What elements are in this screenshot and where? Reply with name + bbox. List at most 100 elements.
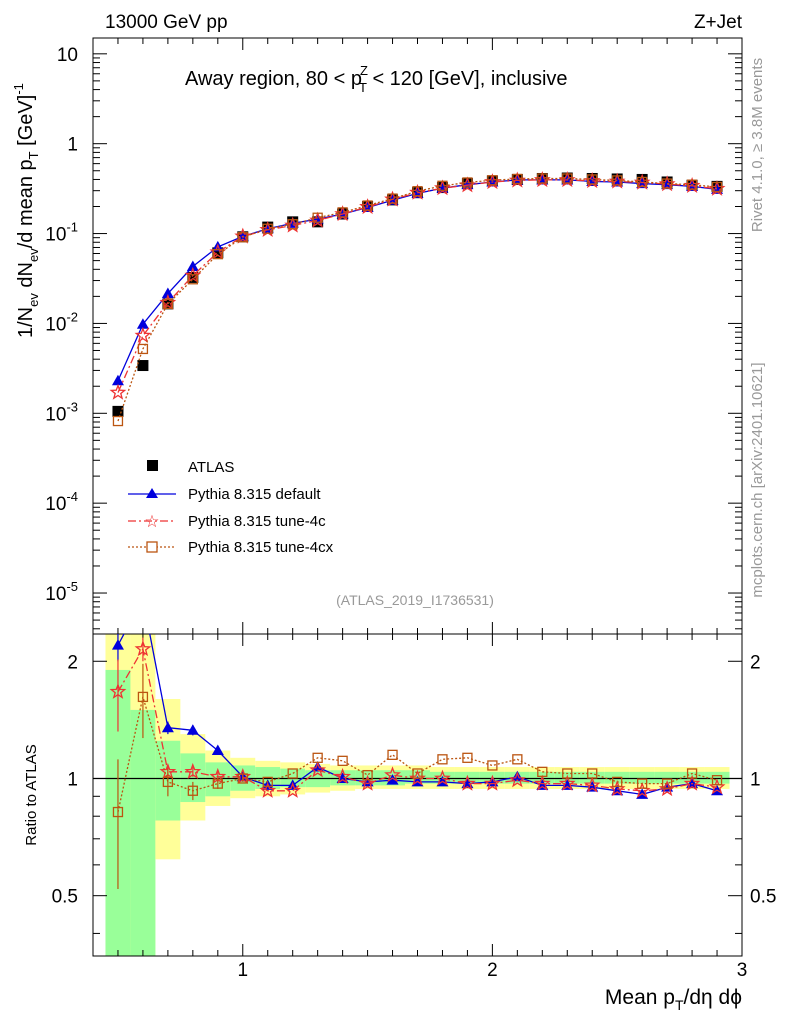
y-tick-label: 10-2 (45, 309, 78, 335)
main-point-default (136, 318, 149, 329)
ratio-point-tune4c (309, 761, 327, 778)
legend: ATLAS Pythia 8.315 default ☆ Pythia 8.31… (128, 459, 334, 556)
legend-item-atlas: ATLAS (147, 459, 234, 476)
ratio-y-axis-label: Ratio to ATLAS (23, 744, 40, 845)
ratio-point-default (111, 639, 124, 650)
ratio-point-default (186, 724, 199, 735)
ratio-point-tune4c (359, 774, 376, 791)
main-point-tune4cx (162, 298, 174, 310)
ratio-point-tune4cx (337, 755, 348, 766)
y-tick-label: 10-4 (45, 489, 78, 515)
main-point-atlas (112, 405, 124, 417)
ratio-point-tune4cx (137, 691, 149, 703)
ratio-y-tick-label: 0.5 (52, 887, 78, 908)
main-point-tune4cx (412, 186, 423, 197)
main-point-tune4cx (187, 274, 198, 285)
ratio-y-tick-label: 2 (67, 652, 78, 673)
main-point-tune4cx (137, 343, 149, 355)
main-point-tune4cx (711, 181, 723, 193)
ratio-point-tune4cx (487, 760, 498, 771)
y-tick-label: 10-3 (45, 399, 78, 425)
ratio-point-tune4c (259, 781, 277, 798)
ratio-line-tune4cx (117, 696, 718, 813)
ratio-point-tune4cx (187, 785, 198, 796)
main-point-tune4cx (287, 219, 298, 230)
ratio-point-tune4c (483, 774, 501, 791)
main-point-atlas (162, 298, 174, 310)
ratio-point-tune4c (334, 767, 352, 785)
ratio-point-tune4cx (437, 754, 448, 765)
x-tick-labels: 1 2 3 (237, 960, 747, 981)
main-series-group (109, 170, 726, 427)
ratio-point-tune4cx (686, 768, 698, 779)
ratio-point-tune4cx (537, 766, 548, 777)
ratio-point-default (511, 770, 524, 782)
ratio-point-tune4cx (287, 768, 298, 779)
main-point-tune4cx (686, 179, 698, 190)
main-point-tune4c (134, 326, 152, 343)
ratio-point-tune4cx (162, 776, 174, 788)
main-point-default (186, 260, 199, 271)
ratio-point-tune4cx (637, 778, 648, 789)
ratio-point-tune4cx (462, 752, 473, 763)
main-point-tune4cx (362, 200, 373, 211)
process-label: Z+Jet (694, 12, 743, 33)
ratio-uncertainty-bands (105, 634, 730, 956)
ratio-point-tune4cx (262, 776, 273, 788)
ratio-point-default (311, 761, 324, 772)
ratio-y-tick-label-right: 0.5 (750, 887, 776, 908)
ratio-point-default (161, 721, 174, 733)
main-point-tune4cx (312, 212, 323, 223)
main-point-tune4cx (487, 175, 498, 186)
main-point-tune4cx (112, 415, 124, 427)
rivet-label: Rivet 4.1.0, ≥ 3.8M events (749, 58, 766, 232)
ratio-point-tune4cx (237, 773, 248, 784)
main-point-atlas (212, 247, 224, 259)
source-label: mcplots.cern.ch [arXiv:2401.10621] (749, 362, 766, 597)
ratio-y-tick-label-right: 1 (750, 769, 761, 790)
main-y-axis-label: 1/Nev dNev/d mean pT [GeV]-1 (11, 83, 41, 338)
legend-item-tune4c: ☆ Pythia 8.315 tune-4c (128, 512, 326, 531)
legend-label-tune4cx: Pythia 8.315 tune-4cx (188, 539, 334, 556)
ratio-band-inner (704, 771, 730, 784)
ratio-point-tune4cx (412, 768, 423, 779)
analysis-id-label: (ATLAS_2019_I1736531) (336, 592, 494, 608)
ratio-band-inner (130, 709, 156, 956)
ratio-point-tune4cx (387, 749, 398, 760)
main-point-tune4c (184, 266, 202, 283)
main-point-tune4cx (562, 173, 573, 184)
y-tick-label: 10-1 (45, 220, 78, 246)
main-point-tune4cx (387, 193, 398, 204)
main-point-default (111, 374, 124, 386)
ratio-point-tune4cx (512, 754, 523, 765)
ratio-point-default (137, 592, 149, 603)
ratio-point-tune4c (459, 774, 476, 791)
ratio-y-tick-label: 1 (67, 769, 78, 790)
main-point-tune4cx (587, 174, 598, 185)
x-tick-label: 1 (237, 960, 248, 981)
ratio-point-tune4cx (587, 768, 598, 779)
ratio-point-tune4cx (362, 769, 373, 781)
ratio-point-tune4c (533, 774, 551, 791)
y-tick-label: 10 (57, 45, 78, 66)
ratio-point-tune4cx (312, 752, 323, 763)
ratio-point-tune4cx (212, 778, 223, 789)
ratio-point-tune4cx (562, 768, 573, 779)
main-point-tune4cx (612, 175, 623, 186)
ratio-series-group (109, 592, 726, 890)
ratio-band-inner (654, 771, 680, 784)
ratio-band-inner (629, 771, 655, 784)
ratio-y-tick-label-right: 2 (750, 652, 761, 673)
ratio-point-tune4c (384, 766, 402, 783)
main-point-tune4cx (661, 178, 673, 189)
ratio-point-default (386, 774, 399, 785)
legend-label-tune4c: Pythia 8.315 tune-4c (188, 513, 326, 530)
legend-item-tune4cx: Pythia 8.315 tune-4cx (128, 539, 334, 556)
legend-item-default: Pythia 8.315 default (128, 486, 321, 503)
main-point-tune4cx (462, 177, 473, 188)
legend-label-atlas: ATLAS (188, 459, 234, 476)
main-y-tick-labels: 10-5 10-4 10-3 10-2 10-1 1 10 (45, 45, 78, 605)
energy-label: 13000 GeV pp (105, 12, 228, 33)
x-axis-label: Mean pT/dη dϕ (605, 986, 742, 1013)
